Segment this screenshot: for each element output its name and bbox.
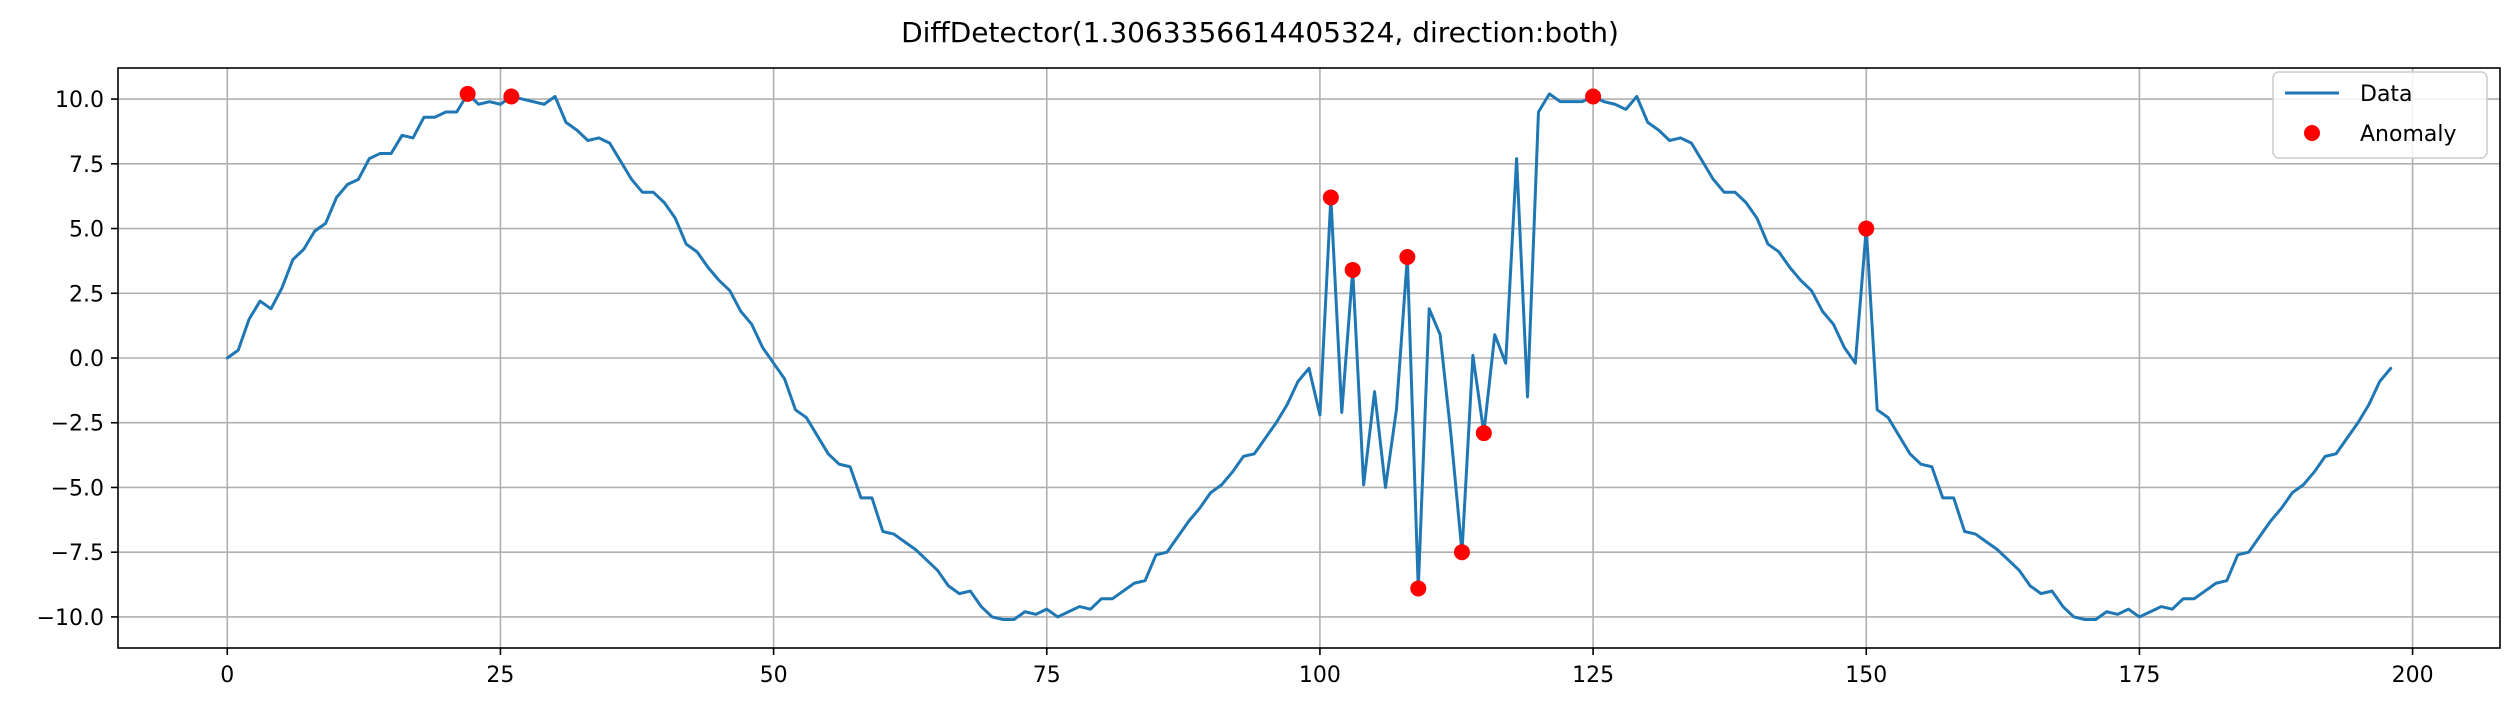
x-tick-label: 100 (1299, 663, 1341, 688)
anomaly-point (1475, 425, 1492, 442)
legend-label-data: Data (2360, 82, 2413, 107)
y-tick-label: 0.0 (69, 347, 104, 372)
x-tick-label: 175 (2118, 663, 2160, 688)
x-tick-label: 200 (2392, 663, 2434, 688)
anomaly-point (1585, 88, 1602, 105)
grid (118, 68, 2500, 648)
data-series-line (225, 92, 2393, 622)
y-tick-label: −2.5 (51, 412, 104, 437)
y-tick-label: −7.5 (51, 541, 104, 566)
anomaly-point (1399, 249, 1416, 266)
anomaly-point (1344, 261, 1361, 278)
y-tick-label: 7.5 (69, 153, 104, 178)
y-tick-label: 2.5 (69, 282, 104, 307)
y-axis: −10.0 −7.5 −5.0 −2.5 0.0 2.5 5.0 7.5 10.0 (37, 88, 118, 631)
x-tick-label: 50 (760, 663, 788, 688)
chart-title: DiffDetector(1.3063356614405324, directi… (901, 16, 1619, 49)
series-layer (225, 85, 2393, 622)
anomaly-point (1858, 220, 1875, 237)
plot-frame (117, 67, 2501, 649)
anomaly-point (1322, 189, 1339, 206)
anomaly-point (1453, 544, 1470, 561)
y-tick-label: −5.0 (51, 476, 104, 501)
x-tick-label: 150 (1845, 663, 1887, 688)
x-tick-label: 125 (1572, 663, 1614, 688)
anomaly-point (459, 85, 476, 102)
x-axis: 0 25 50 75 100 125 150 175 200 (220, 648, 2434, 688)
x-tick-label: 75 (1033, 663, 1061, 688)
legend: Data Anomaly (2272, 71, 2488, 159)
x-tick-label: 25 (486, 663, 514, 688)
y-tick-label: 5.0 (69, 218, 104, 243)
legend-marker-swatch (2304, 125, 2320, 141)
y-tick-label: −10.0 (37, 606, 104, 631)
y-tick-label: 10.0 (55, 88, 104, 113)
anomaly-point (503, 88, 520, 105)
anomaly-point (1410, 580, 1427, 597)
legend-label-anomaly: Anomaly (2360, 122, 2457, 147)
x-tick-label: 0 (220, 663, 234, 688)
